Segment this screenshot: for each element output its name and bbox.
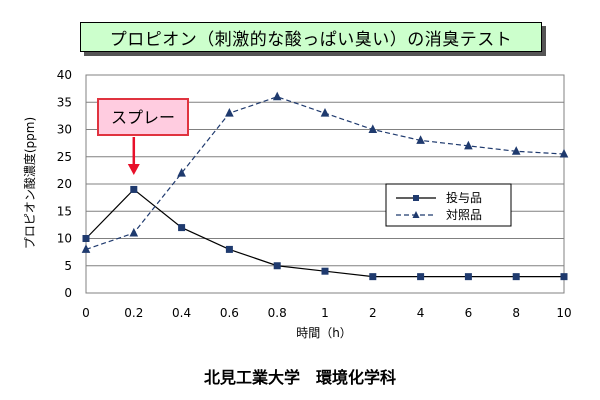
x-tick-label: 0.6 <box>220 306 239 320</box>
legend-label: 対照品 <box>446 208 482 222</box>
data-point <box>272 91 282 101</box>
data-point <box>225 245 233 253</box>
data-point <box>464 140 473 150</box>
footer-caption: 北見工業大学 環境化学科 <box>203 368 396 387</box>
y-tick-label: 0 <box>64 286 72 300</box>
x-tick-label: 4 <box>417 306 425 320</box>
data-point <box>559 148 569 158</box>
y-tick-label: 40 <box>57 68 72 82</box>
data-point <box>464 273 472 281</box>
data-point <box>81 244 91 253</box>
series-layer <box>81 91 569 281</box>
data-point <box>225 108 234 117</box>
y-tick-label: 20 <box>57 177 72 191</box>
y-tick-label: 15 <box>57 204 72 218</box>
data-point <box>321 267 329 275</box>
data-point <box>511 146 521 155</box>
x-tick-label: 0 <box>82 306 90 320</box>
annotation-layer: スプレー <box>97 98 189 175</box>
x-tick-label: 6 <box>465 306 473 320</box>
data-point <box>130 185 138 193</box>
data-point <box>560 273 568 281</box>
data-point <box>178 224 186 232</box>
data-point <box>320 108 330 117</box>
data-point <box>368 124 378 133</box>
legend-label: 投与品 <box>446 190 482 205</box>
y-tick-label: 35 <box>57 95 72 109</box>
y-tick-label: 30 <box>57 123 72 137</box>
data-point <box>369 273 377 281</box>
data-point <box>177 167 186 177</box>
legend-marker <box>413 195 419 201</box>
x-tick-label: 0.4 <box>172 306 191 320</box>
y-tick-label: 10 <box>57 232 72 246</box>
y-tick-label: 25 <box>57 150 72 164</box>
x-tick-labels: 0 0.2 0.4 0.6 0.8 1 2 4 6 8 10 <box>82 306 571 320</box>
x-axis-label: 時間（h） <box>296 326 352 340</box>
x-tick-label: 8 <box>512 306 520 320</box>
x-tick-label: 10 <box>556 306 571 320</box>
data-point <box>417 273 425 281</box>
x-tick-label: 0.8 <box>268 306 287 320</box>
legend-marker <box>412 211 420 218</box>
legend-box <box>385 183 512 227</box>
data-point <box>129 227 139 237</box>
data-point <box>416 135 425 144</box>
x-tick-label: 0.2 <box>124 306 143 320</box>
y-tick-label: 5 <box>64 259 72 273</box>
annotation-arrow-head <box>127 164 140 175</box>
data-point <box>82 235 90 242</box>
y-axis-label: プロピオン酸濃度(ppm) <box>22 117 37 249</box>
data-point <box>512 273 520 281</box>
y-tick-labels: 0 5 10 15 20 25 30 35 40 <box>57 68 72 300</box>
x-tick-label: 2 <box>369 306 377 320</box>
annotation-box <box>97 98 189 136</box>
data-point <box>273 262 281 270</box>
chart-title: プロピオン（刺激的な酸っぱい臭い）の消臭テスト <box>80 22 542 52</box>
x-tick-label: 1 <box>321 306 329 320</box>
plot-area <box>85 74 565 294</box>
annotation-label: スプレー <box>111 108 175 127</box>
